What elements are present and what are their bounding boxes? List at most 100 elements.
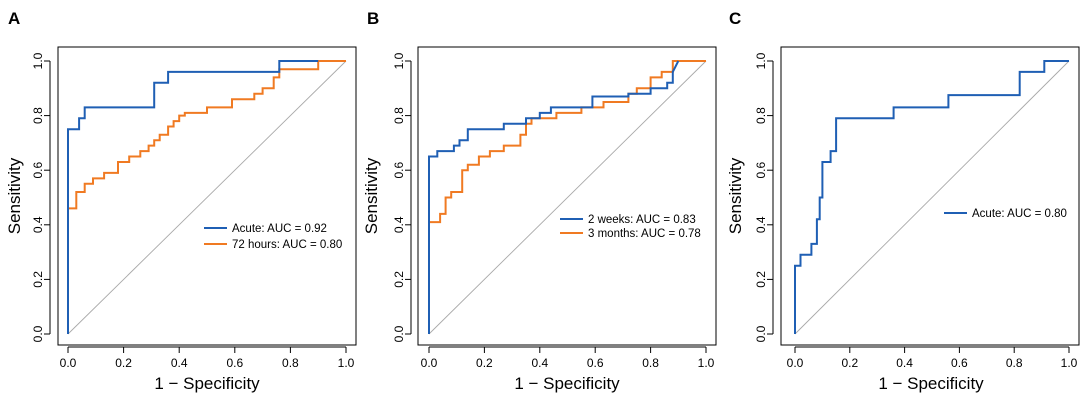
reference-diagonal-a <box>67 60 347 335</box>
x-tick-label: 0.8 <box>642 356 659 370</box>
y-tick-0: 0.0 <box>754 325 773 342</box>
y-tick-2: 0.4 <box>31 216 50 233</box>
legend-b: 2 weeks: AUC = 0.83 3 months: AUC = 0.78 <box>560 214 701 240</box>
y-tick-label: 1.0 <box>392 52 406 69</box>
plot-frame-a <box>57 46 357 346</box>
y-tick-3: 0.6 <box>392 162 411 179</box>
x-tick-5: 1.0 <box>698 347 715 370</box>
y-axis-title-c: Sensitivity <box>726 157 745 234</box>
y-tick-1: 0.2 <box>31 271 50 288</box>
y-tick-4: 0.8 <box>392 107 411 124</box>
x-tick-5: 1.0 <box>338 347 355 370</box>
y-tick-label: 0.6 <box>754 162 768 179</box>
x-tick-1: 0.2 <box>115 347 132 370</box>
y-tick-2: 0.4 <box>754 216 773 233</box>
x-tick-2: 0.4 <box>531 347 548 370</box>
x-tick-3: 0.6 <box>587 347 604 370</box>
x-tick-label: 0.4 <box>531 356 548 370</box>
x-tick-4: 0.8 <box>1006 347 1023 370</box>
legend-label-2-weeks: 2 weeks: AUC = 0.83 <box>588 214 696 226</box>
x-tick-0: 0.0 <box>421 347 438 370</box>
reference-diagonal-b <box>428 60 707 335</box>
y-tick-label: 0.2 <box>31 271 45 288</box>
y-tick-label: 0.6 <box>31 162 45 179</box>
x-tick-label: 0.0 <box>60 356 77 370</box>
x-tick-label: 0.0 <box>421 356 438 370</box>
y-tick-4: 0.8 <box>31 107 50 124</box>
x-tick-label: 0.4 <box>171 356 188 370</box>
y-tick-2: 0.4 <box>392 216 411 233</box>
y-tick-5: 1.0 <box>392 52 411 69</box>
panel-c: C 0.0 0.2 0.4 0.6 0.8 1.0 0.0 0.2 0.4 0.… <box>726 9 1080 393</box>
roc-curve-2-weeks <box>428 60 680 334</box>
x-tick-4: 0.8 <box>642 347 659 370</box>
x-tick-label: 0.8 <box>1006 356 1023 370</box>
y-tick-label: 0.2 <box>392 271 406 288</box>
y-tick-label: 0.8 <box>392 107 406 124</box>
y-tick-label: 0.4 <box>754 216 768 233</box>
y-tick-label: 0.4 <box>392 216 406 233</box>
x-tick-1: 0.2 <box>841 347 858 370</box>
y-tick-label: 0.0 <box>754 325 768 342</box>
x-tick-label: 0.2 <box>115 356 132 370</box>
y-tick-label: 0.6 <box>392 162 406 179</box>
x-tick-label: 0.8 <box>282 356 299 370</box>
legend-label-3-months: 3 months: AUC = 0.78 <box>588 228 701 240</box>
x-tick-3: 0.6 <box>226 347 243 370</box>
roc-curve-acute <box>67 60 319 334</box>
x-tick-5: 1.0 <box>1061 347 1078 370</box>
y-tick-label: 0.2 <box>754 271 768 288</box>
x-axis-title-a: 1 − Specificity <box>154 374 260 393</box>
y-tick-label: 0.4 <box>31 216 45 233</box>
y-tick-label: 1.0 <box>754 52 768 69</box>
x-tick-4: 0.8 <box>282 347 299 370</box>
x-tick-3: 0.6 <box>951 347 968 370</box>
legend-label-72-hours: 72 hours: AUC = 0.80 <box>232 239 342 251</box>
x-tick-label: 0.6 <box>226 356 243 370</box>
x-tick-label: 0.0 <box>787 356 804 370</box>
y-axis-b: 0.0 0.2 0.4 0.6 0.8 1.0 <box>392 52 412 342</box>
x-tick-0: 0.0 <box>60 347 77 370</box>
x-axis-b: 0.0 0.2 0.4 0.6 0.8 1.0 <box>421 346 715 370</box>
legend-label-acute: Acute: AUC = 0.80 <box>972 208 1067 220</box>
roc-curve-72-hours <box>67 60 346 334</box>
y-tick-1: 0.2 <box>754 271 773 288</box>
x-tick-label: 0.4 <box>896 356 913 370</box>
panel-label-c: C <box>729 9 741 28</box>
x-axis-a: 0.0 0.2 0.4 0.6 0.8 1.0 <box>60 346 355 370</box>
y-tick-label: 0.0 <box>31 325 45 342</box>
x-tick-2: 0.4 <box>896 347 913 370</box>
y-axis-a: 0.0 0.2 0.4 0.6 0.8 1.0 <box>31 52 51 342</box>
panel-label-a: A <box>8 9 20 28</box>
y-tick-1: 0.2 <box>392 271 411 288</box>
x-axis-c: 0.0 0.2 0.4 0.6 0.8 1.0 <box>787 346 1078 370</box>
x-tick-0: 0.0 <box>787 347 804 370</box>
y-axis-title-b: Sensitivity <box>362 157 381 234</box>
roc-curve-acute <box>794 60 1069 334</box>
y-tick-label: 0.8 <box>754 107 768 124</box>
y-tick-4: 0.8 <box>754 107 773 124</box>
plot-frame-c <box>780 46 1080 346</box>
x-tick-1: 0.2 <box>476 347 493 370</box>
y-tick-3: 0.6 <box>754 162 773 179</box>
x-axis-title-b: 1 − Specificity <box>514 374 620 393</box>
y-tick-0: 0.0 <box>392 325 411 342</box>
x-tick-label: 0.6 <box>587 356 604 370</box>
panel-a: A 0.0 0.2 0.4 0.6 0.8 1.0 0.0 0.2 0.4 0.… <box>5 9 357 393</box>
x-tick-label: 0.2 <box>841 356 858 370</box>
y-tick-label: 0.0 <box>392 325 406 342</box>
reference-diagonal-c <box>794 60 1070 335</box>
x-tick-label: 1.0 <box>338 356 355 370</box>
y-tick-0: 0.0 <box>31 325 50 342</box>
legend-a: Acute: AUC = 0.92 72 hours: AUC = 0.80 <box>204 223 342 251</box>
y-tick-3: 0.6 <box>31 162 50 179</box>
y-axis-title-a: Sensitivity <box>5 157 24 234</box>
y-tick-label: 0.8 <box>31 107 45 124</box>
legend-c: Acute: AUC = 0.80 <box>944 208 1067 220</box>
y-tick-5: 1.0 <box>754 52 773 69</box>
x-tick-2: 0.4 <box>171 347 188 370</box>
y-tick-5: 1.0 <box>31 52 50 69</box>
x-axis-title-c: 1 − Specificity <box>878 374 984 393</box>
x-tick-label: 1.0 <box>1061 356 1078 370</box>
